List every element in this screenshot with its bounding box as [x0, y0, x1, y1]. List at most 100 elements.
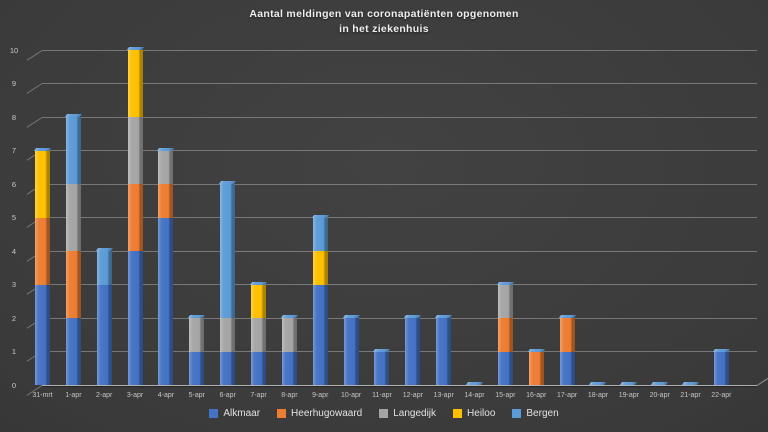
legend-label-alkmaar: Alkmaar: [223, 408, 261, 419]
legend-swatch-heiloo: [453, 409, 463, 418]
gridline-y10: [42, 49, 757, 51]
x-axis-label-16-apr: 16-apr: [526, 392, 547, 399]
bar-top-face-12-apr: [404, 315, 422, 318]
legend-item-heerhugowaard: Heerhugowaard: [277, 408, 362, 419]
bar-top-face-18-apr: [589, 382, 607, 385]
bar-segment-alkmaar-13-apr: [436, 318, 452, 385]
x-axis-label-7-apr: 7-apr: [250, 392, 267, 399]
bar-segment-langedijk-8-apr: [281, 318, 297, 352]
bar-segment-langedijk-6-apr: [220, 318, 236, 352]
bar-segment-heiloo-31-mrt: [35, 150, 50, 218]
x-axis-label-14-apr: 14-apr: [464, 392, 485, 399]
bar-top-face-15-apr: [496, 281, 514, 285]
bar-segment-langedijk-5-apr: [189, 318, 205, 352]
x-axis-label-9-apr: 9-apr: [312, 392, 329, 399]
legend-swatch-langedijk: [379, 409, 389, 418]
legend-label-heiloo: Heiloo: [467, 408, 496, 419]
bar-segment-bergen-2-apr: [96, 251, 112, 285]
bar-segment-bergen-6-apr: [220, 184, 236, 318]
bar-top-face-7-apr: [249, 281, 268, 285]
bar-top-face-20-apr: [651, 382, 669, 385]
gridline-y3: [42, 284, 757, 285]
bar-segment-alkmaar-7-apr: [251, 351, 267, 385]
bar-segment-alkmaar-6-apr: [220, 351, 236, 385]
axis-depth-tick-y9: [26, 83, 43, 94]
x-axis-label-19-apr: 19-apr: [618, 392, 639, 399]
legend-item-langedijk: Langedijk: [379, 408, 436, 419]
x-axis-label-4-apr: 4-apr: [157, 392, 175, 399]
bar-segment-heiloo-3-apr: [127, 50, 143, 117]
bar-segment-alkmaar-2-apr: [96, 284, 112, 385]
x-axis-label-10-apr: 10-apr: [340, 392, 362, 399]
x-axis-label-2-apr: 2-apr: [96, 392, 113, 399]
y-axis-tick-label: 5: [11, 213, 17, 222]
gridline-y9: [42, 83, 757, 84]
y-axis-tick-label: 1: [11, 347, 17, 356]
bar-segment-langedijk-3-apr: [127, 117, 143, 184]
gridline-y0: [42, 384, 757, 386]
bar-segment-heerhugowaard-15-apr: [497, 318, 513, 352]
y-axis-tick-label: 7: [11, 146, 17, 155]
y-axis-tick-label: 4: [11, 246, 17, 256]
y-axis-tick-label: 3: [11, 280, 17, 289]
bar-top-face-11-apr: [373, 348, 391, 352]
x-axis-label-13-apr: 13-apr: [433, 392, 454, 399]
axis-depth-tick-y10: [26, 49, 43, 61]
bar-segment-alkmaar-1-apr: [65, 318, 81, 385]
chart-title: Aantal meldingen van coronapatiënten opg…: [0, 7, 768, 37]
bar-segment-heerhugowaard-31-mrt: [35, 217, 50, 285]
bar-segment-alkmaar-12-apr: [405, 318, 421, 385]
bar-top-face-17-apr: [558, 315, 576, 318]
bar-segment-langedijk-4-apr: [158, 150, 174, 184]
y-axis-tick-label: 9: [11, 79, 17, 88]
y-axis-tick-label: 8: [11, 112, 17, 122]
bar-segment-alkmaar-15-apr: [497, 351, 513, 385]
legend-item-bergen: Bergen: [512, 408, 559, 419]
bar-segment-alkmaar-11-apr: [374, 351, 390, 385]
bar-segment-langedijk-7-apr: [251, 318, 267, 352]
x-axis-label-31-mrt: 31-mrt: [32, 392, 53, 399]
legend-swatch-bergen: [512, 409, 522, 418]
bar-top-face-21-apr: [681, 382, 700, 385]
x-axis-label-12-apr: 12-apr: [402, 392, 423, 399]
x-axis-label-1-apr: 1-apr: [65, 392, 82, 399]
bar-segment-alkmaar-4-apr: [158, 217, 174, 385]
bar-top-face-22-apr: [712, 348, 730, 352]
bar-segment-heiloo-7-apr: [251, 284, 267, 318]
chart-title-line2: in het ziekenhuis: [339, 23, 429, 35]
bar-segment-alkmaar-31-mrt: [35, 284, 50, 385]
bar-top-face-9-apr: [311, 214, 329, 218]
bar-top-face-1-apr: [64, 114, 82, 117]
legend-item-alkmaar: Alkmaar: [209, 408, 260, 419]
bar-segment-heerhugowaard-16-apr: [528, 351, 544, 385]
gridline-y7: [42, 150, 757, 151]
bar-top-face-5-apr: [188, 315, 206, 318]
x-axis-label-22-apr: 22-apr: [711, 392, 732, 399]
bar-top-face-2-apr: [95, 248, 113, 251]
bar-segment-bergen-1-apr: [65, 117, 81, 184]
bar-top-face-16-apr: [527, 348, 545, 352]
bar-top-face-8-apr: [280, 315, 298, 318]
gridline-y4: [42, 250, 757, 252]
gridline-y2: [42, 317, 757, 319]
bar-segment-alkmaar-5-apr: [189, 351, 205, 385]
bar-top-face-6-apr: [219, 181, 237, 184]
bar-segment-bergen-9-apr: [312, 217, 328, 251]
bar-segment-heerhugowaard-4-apr: [158, 184, 174, 218]
bar-segment-heiloo-9-apr: [312, 251, 328, 285]
chart-title-line1: Aantal meldingen van coronapatiënten opg…: [249, 8, 519, 20]
legend-swatch-heerhugowaard: [277, 409, 287, 418]
axis-depth-tick-y8: [26, 116, 43, 128]
gridline-y5: [42, 217, 757, 218]
y-axis-tick-label: 2: [11, 313, 17, 323]
gridline-y8: [42, 116, 757, 118]
legend-label-heerhugowaard: Heerhugowaard: [291, 408, 363, 419]
y-axis-tick-label: 0: [11, 380, 17, 390]
legend-label-langedijk: Langedijk: [393, 408, 437, 419]
bar-segment-heerhugowaard-1-apr: [65, 251, 81, 318]
x-axis-label-18-apr: 18-apr: [587, 392, 609, 399]
x-axis-label-15-apr: 15-apr: [495, 392, 516, 399]
bar-top-face-4-apr: [157, 147, 175, 151]
x-axis-label-20-apr: 20-apr: [649, 392, 670, 399]
